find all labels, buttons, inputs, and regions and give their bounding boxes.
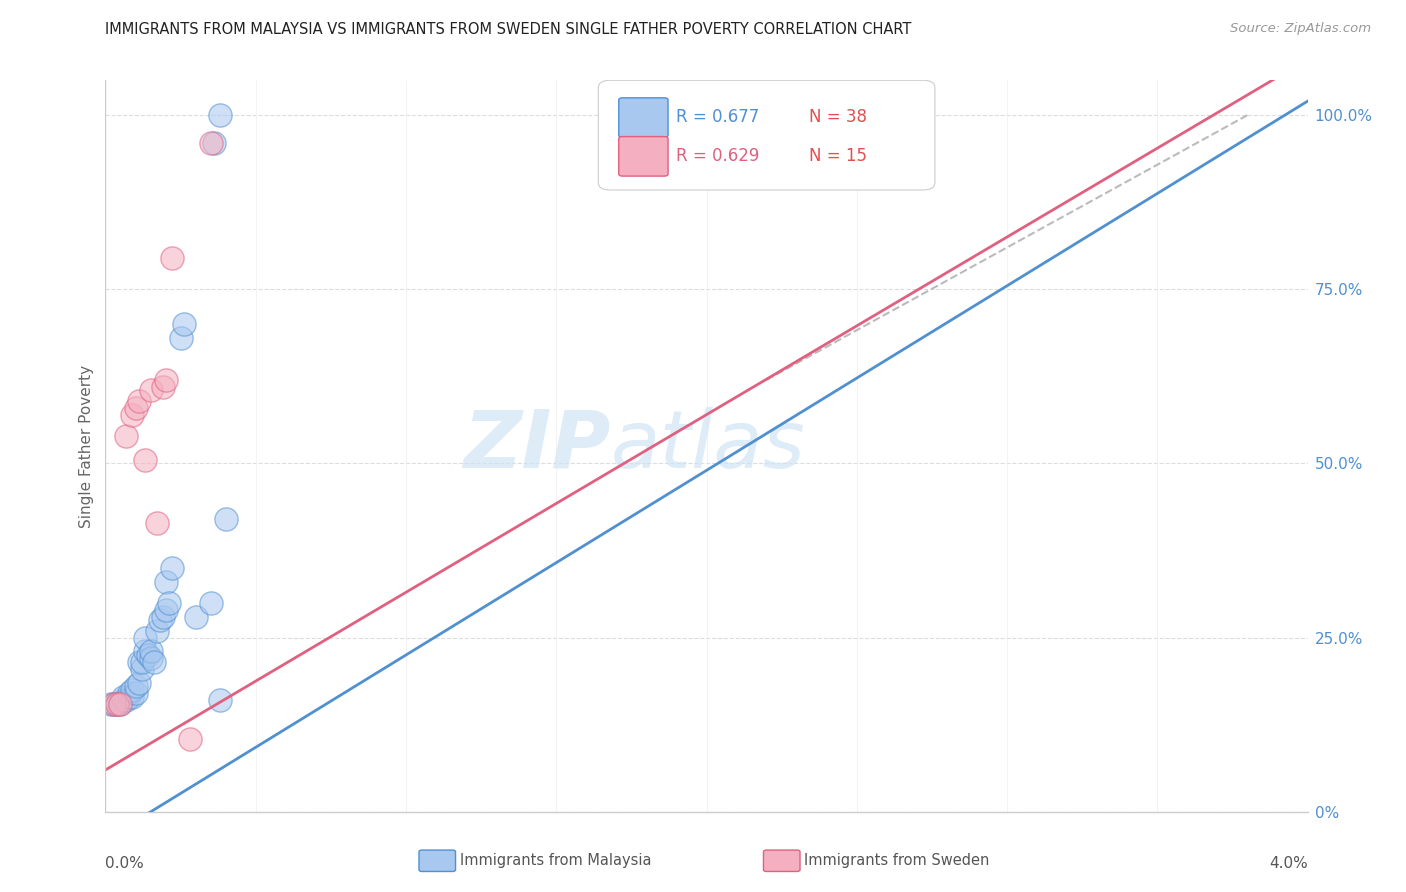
Point <box>134 453 156 467</box>
Point <box>110 697 132 711</box>
Text: 4.0%: 4.0% <box>1268 855 1308 871</box>
FancyBboxPatch shape <box>599 80 935 190</box>
Point <box>200 596 222 610</box>
Point <box>152 380 174 394</box>
Text: R = 0.677: R = 0.677 <box>676 108 759 126</box>
Point <box>145 624 167 638</box>
Text: ZIP: ZIP <box>463 407 610 485</box>
Point <box>112 693 135 707</box>
Point <box>139 651 162 665</box>
FancyBboxPatch shape <box>619 136 668 176</box>
Point <box>208 108 231 122</box>
Point <box>131 655 153 669</box>
Point <box>115 693 138 707</box>
Point <box>110 697 132 711</box>
Point <box>169 331 191 345</box>
Point <box>112 690 135 704</box>
Point <box>200 136 222 150</box>
Point <box>160 561 183 575</box>
Point <box>107 697 129 711</box>
Point <box>142 655 165 669</box>
Y-axis label: Single Father Poverty: Single Father Poverty <box>79 365 94 527</box>
Point <box>152 609 174 624</box>
Point <box>103 697 125 711</box>
Point <box>118 686 141 700</box>
Point <box>121 690 143 704</box>
Text: N = 38: N = 38 <box>808 108 866 126</box>
Point <box>157 596 180 610</box>
Point <box>121 682 143 697</box>
Point <box>103 697 125 711</box>
Point <box>124 679 146 693</box>
Point <box>139 384 162 398</box>
FancyBboxPatch shape <box>619 98 668 137</box>
Point <box>208 693 231 707</box>
Point <box>145 516 167 530</box>
Point <box>155 373 177 387</box>
Point <box>179 731 201 746</box>
Text: N = 15: N = 15 <box>808 146 866 165</box>
Point <box>128 655 150 669</box>
Point <box>148 613 170 627</box>
Text: R = 0.629: R = 0.629 <box>676 146 759 165</box>
Point <box>139 644 162 658</box>
Point <box>124 401 146 415</box>
Text: 0.0%: 0.0% <box>105 855 145 871</box>
Text: Immigrants from Malaysia: Immigrants from Malaysia <box>460 854 651 868</box>
Point <box>173 317 195 331</box>
Point <box>214 512 236 526</box>
Point <box>155 574 177 589</box>
Point <box>118 690 141 704</box>
Point <box>134 644 156 658</box>
Text: IMMIGRANTS FROM MALAYSIA VS IMMIGRANTS FROM SWEDEN SINGLE FATHER POVERTY CORRELA: IMMIGRANTS FROM MALAYSIA VS IMMIGRANTS F… <box>105 22 912 37</box>
Point <box>115 428 138 442</box>
Point <box>184 609 207 624</box>
Point <box>136 648 159 662</box>
Text: atlas: atlas <box>610 407 806 485</box>
Point <box>131 662 153 676</box>
Point <box>128 393 150 408</box>
Point <box>128 676 150 690</box>
Text: Immigrants from Sweden: Immigrants from Sweden <box>804 854 990 868</box>
Point <box>107 697 129 711</box>
Point <box>121 408 143 422</box>
Point <box>155 603 177 617</box>
Point <box>124 686 146 700</box>
Text: Source: ZipAtlas.com: Source: ZipAtlas.com <box>1230 22 1371 36</box>
Point <box>134 631 156 645</box>
Point <box>160 251 183 265</box>
Point <box>202 136 225 150</box>
Point <box>100 697 122 711</box>
